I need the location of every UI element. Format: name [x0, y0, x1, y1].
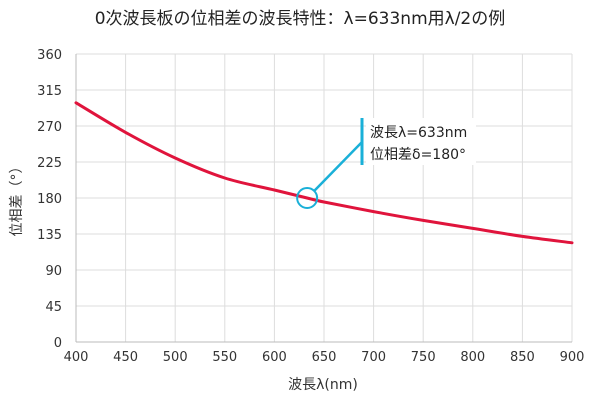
chart-title: 0次波長板の位相差の波長特性：λ=633nm用λ/2の例 [95, 9, 506, 29]
x-tick-labels: 400 450 500 550 600 650 700 750 800 850 900 [64, 350, 585, 365]
series-layer [74, 101, 574, 245]
y-tick-label: 0 [54, 336, 62, 351]
x-tick-label: 400 [64, 350, 89, 365]
y-tick-labels: 0 45 90 135 180 225 270 315 360 [37, 48, 62, 351]
x-tick-label: 500 [163, 350, 188, 365]
x-tick-label: 900 [560, 350, 585, 365]
y-tick-label: 360 [37, 48, 62, 63]
y-tick-label: 45 [45, 300, 62, 315]
annotation-marker-circle [296, 187, 319, 209]
y-tick-label: 315 [37, 84, 62, 99]
y-tick-label: 180 [37, 192, 62, 207]
annotation-text-background [366, 118, 476, 165]
x-tick-label: 450 [113, 350, 138, 365]
y-tick-label: 225 [37, 156, 62, 171]
x-tick-label: 700 [361, 350, 386, 365]
grid [75, 53, 573, 343]
annotation-leader-line [313, 141, 363, 192]
y-tick-label: 90 [45, 264, 62, 279]
x-tick-label: 600 [262, 350, 287, 365]
annotation-line-2: 位相差δ=180° [370, 147, 466, 163]
x-tick-label: 800 [460, 350, 485, 365]
series-line [74, 101, 574, 245]
annotation: 波長λ=633nm 位相差δ=180° [296, 118, 476, 209]
x-axis-label: 波長λ(nm) [288, 377, 358, 393]
annotation-line-1: 波長λ=633nm [370, 125, 467, 141]
x-tick-label: 850 [510, 350, 535, 365]
x-tick-label: 550 [212, 350, 237, 365]
x-tick-label: 750 [411, 350, 436, 365]
y-tick-label: 135 [37, 228, 62, 243]
x-tick-label: 650 [312, 350, 337, 365]
y-axis-label: 位相差（°） [9, 160, 25, 237]
y-tick-label: 270 [37, 120, 62, 135]
